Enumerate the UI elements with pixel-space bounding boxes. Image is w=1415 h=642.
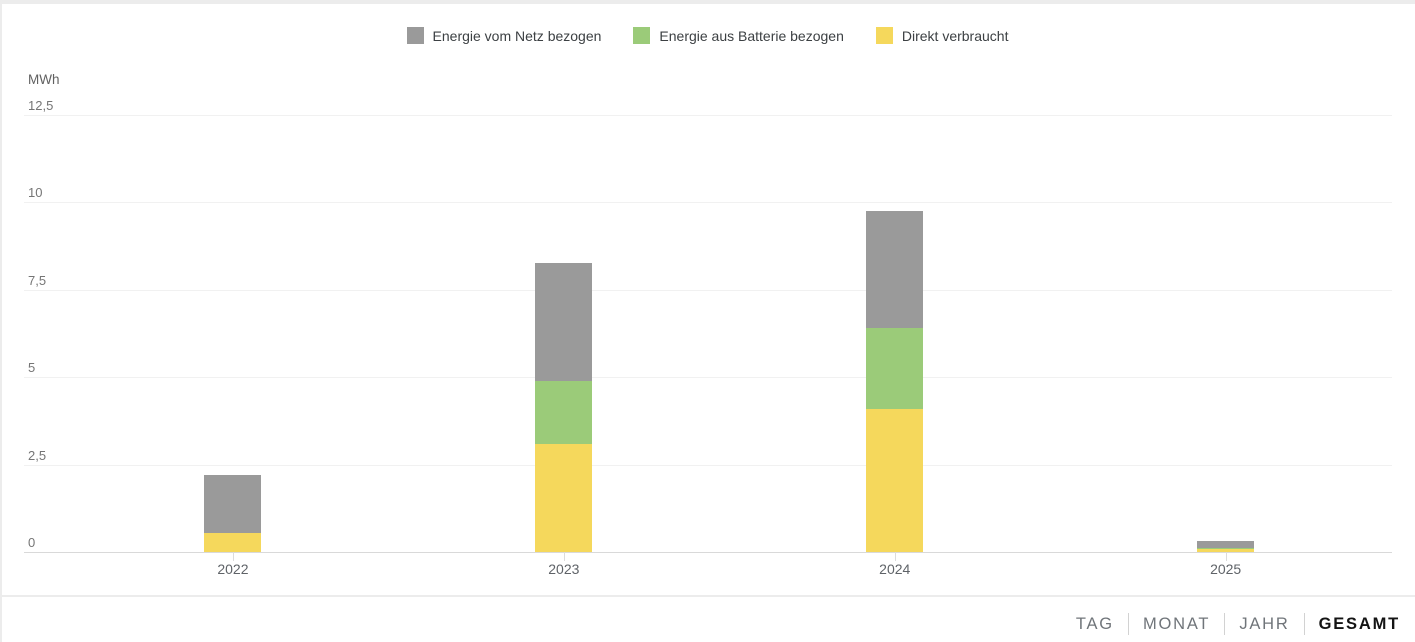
bar-segment[interactable] [535,443,593,552]
legend-label-direkt: Direkt verbraucht [901,27,1009,44]
legend-label-netz: Energie vom Netz bezogen [432,27,602,44]
tab-separator [1127,613,1129,635]
y-axis-unit-label: MWh [28,72,60,87]
tab-separator [1224,613,1226,635]
tab-jahr[interactable]: JAHR [1239,614,1290,633]
timeframe-tabs: TAG MONAT JAHR GESAMT [1062,613,1400,635]
page-left-border [0,0,2,642]
legend-swatch-batterie [633,27,651,44]
y-axis-tick-label: 10 [28,185,43,200]
y-axis-tick-label: 5 [28,360,36,375]
x-axis-tick [894,552,896,561]
tab-gesamt[interactable]: GESAMT [1318,614,1400,633]
bar-segment[interactable] [535,380,593,444]
bar-segment[interactable] [1197,547,1255,549]
bar-segment[interactable] [866,210,924,328]
y-axis-tick-label: 2,5 [28,447,47,463]
footer-divider [0,595,1415,597]
gridline [24,377,1392,378]
y-axis-tick-label: 0 [28,535,36,550]
x-axis-category-label: 2025 [1210,561,1242,577]
x-axis-category-label: 2022 [217,561,249,577]
legend-swatch-netz [406,27,424,44]
gridline [24,202,1392,203]
gridline [24,289,1392,291]
bar-segment[interactable] [204,475,262,533]
bar-segment[interactable] [1197,540,1255,548]
chart-legend: Energie vom Netz bezogen Energie aus Bat… [0,27,1415,44]
bar-segment[interactable] [866,328,924,409]
x-axis-tick [563,552,565,561]
x-axis-category-label: 2023 [548,561,580,577]
tab-separator [1303,613,1305,635]
gridline [24,114,1392,116]
y-axis-tick-label: 7,5 [28,272,47,288]
page-top-border [0,0,1415,4]
legend-item-netz[interactable]: Energie vom Netz bezogen [406,27,602,44]
x-axis-tick [1225,552,1227,561]
tab-monat[interactable]: MONAT [1142,614,1211,633]
legend-item-direkt[interactable]: Direkt verbraucht [875,27,1009,44]
x-axis-tick [232,552,234,561]
legend-item-batterie[interactable]: Energie aus Batterie bezogen [633,27,844,44]
legend-swatch-direkt [875,27,893,44]
y-axis-tick-label: 12,5 [28,97,54,113]
bar-segment[interactable] [535,263,593,381]
tab-tag[interactable]: TAG [1075,614,1114,633]
bar-segment[interactable] [1197,548,1255,552]
bar-segment[interactable] [204,532,262,552]
x-axis-line [24,552,1392,553]
legend-label-batterie: Energie aus Batterie bezogen [659,27,844,44]
x-axis-category-label: 2024 [879,561,911,577]
bar-segment[interactable] [866,408,924,552]
gridline [24,464,1392,466]
